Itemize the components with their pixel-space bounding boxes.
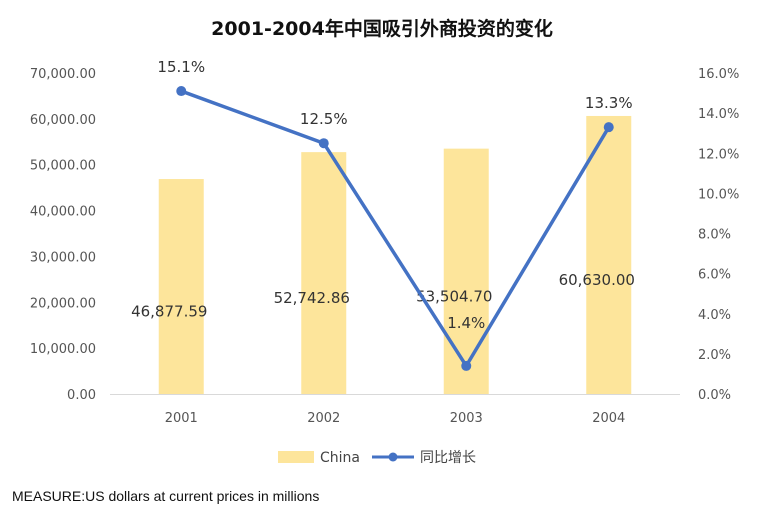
line-value-label: 15.1% [157,58,205,76]
line-point [461,360,472,371]
bar-value-label: 46,877.59 [131,303,207,321]
legend-label-growth: 同比增长 [420,450,476,466]
y-right-tick-label: 16.0% [698,67,739,82]
bar-value-label: 53,504.70 [416,287,492,305]
chart-title: 2001-2004年中国吸引外商投资的变化 [211,18,553,40]
y-left-tick-label: 0.00 [67,388,96,403]
bar-value-label: 52,742.86 [274,289,350,307]
y-left-tick-label: 50,000.00 [30,159,96,174]
measure-note: MEASURE:US dollars at current prices in … [12,488,320,504]
y-left-tick-label: 60,000.00 [30,113,96,128]
growth-line [180,89,611,368]
y-right-tick-label: 2.0% [698,348,731,363]
x-tick-label: 2003 [450,411,483,426]
y-right-tick-label: 14.0% [698,107,739,122]
legend-label-china: China [320,450,360,466]
x-tick-label: 2004 [592,411,625,426]
x-tick-label: 2001 [165,411,198,426]
bar [586,115,632,394]
line-point [318,138,329,149]
bar-value-label: 60,630.00 [559,271,635,289]
y-left-tick-label: 20,000.00 [30,296,96,311]
chart-plot: 0.00 10,000.00 20,000.00 30,000.00 40,000.00… [30,58,739,466]
y-right-tick-label: 12.0% [698,147,739,162]
bar [301,152,347,394]
legend-marker-growth [388,452,398,462]
legend-swatch-china [278,451,314,463]
y-right-tick-label: 0.0% [698,388,731,403]
line-point [603,122,614,133]
y-right-tick-label: 8.0% [698,228,731,243]
y-right-tick-label: 10.0% [698,187,739,202]
y-left-tick-label: 40,000.00 [30,205,96,220]
line-value-label: 12.5% [300,110,348,128]
line-value-label: 1.4% [447,314,485,332]
y-left-tick-label: 70,000.00 [30,67,96,82]
bar [443,148,489,394]
line-value-label: 13.3% [585,94,633,112]
line-point [176,86,187,97]
y-right-tick-label: 4.0% [698,308,731,323]
y-left-tick-label: 10,000.00 [30,342,96,357]
bar [158,179,204,394]
y-right-tick-label: 6.0% [698,268,731,283]
y-left-tick-label: 30,000.00 [30,250,96,265]
x-tick-label: 2002 [307,411,340,426]
